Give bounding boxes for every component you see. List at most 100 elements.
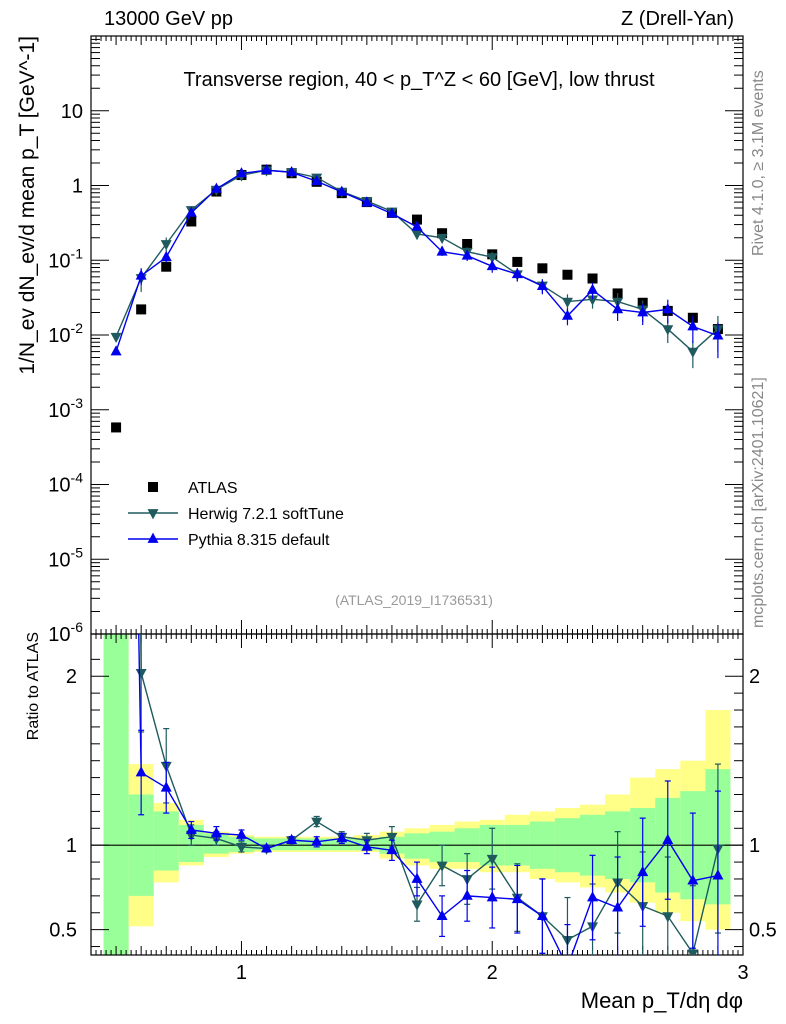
data-point — [587, 283, 599, 294]
ratio-point — [160, 781, 172, 792]
data-point — [210, 182, 222, 193]
data-point — [461, 249, 473, 260]
ratio-series — [135, 634, 724, 955]
data-point — [587, 295, 599, 306]
data-point — [186, 216, 197, 227]
stat-uncertainty-band — [404, 833, 430, 859]
ratio-point — [386, 832, 398, 844]
ratio-point — [235, 828, 247, 839]
data-point — [336, 185, 348, 196]
main-y-axis-title: 1/N_ev dN_ev/d mean p_T [GeV^-1] — [16, 36, 39, 375]
ratio-point — [536, 909, 548, 920]
y-tick-label: 2 — [749, 666, 760, 688]
data-point — [412, 214, 422, 225]
series-herwig-7-2-1-softtune — [110, 166, 724, 369]
ratio-point — [461, 889, 473, 900]
ratio-point — [411, 900, 423, 911]
stat-uncertainty-band — [153, 811, 179, 871]
x-tick-label: 1 — [236, 962, 247, 984]
data-point — [160, 240, 172, 251]
data-point — [286, 166, 298, 177]
x-tick-label: 3 — [737, 962, 748, 984]
y-tick-label: 10-2 — [48, 320, 83, 347]
data-point — [411, 230, 423, 241]
ratio-point — [411, 872, 423, 883]
stat-uncertainty-band — [103, 634, 129, 955]
data-point — [185, 206, 197, 217]
data-point — [136, 304, 147, 315]
ratio-point — [662, 912, 674, 923]
ratio-point — [637, 865, 649, 877]
series-atlas — [111, 164, 723, 433]
ratio-point — [511, 892, 523, 904]
legend-entry: Pythia 8.315 default — [128, 532, 330, 549]
data-point — [562, 269, 573, 280]
data-point — [662, 325, 674, 336]
data-point — [512, 256, 523, 267]
y-tick-label: 2 — [66, 666, 77, 688]
series-pythia-8-315-default — [110, 163, 724, 359]
data-point — [437, 228, 448, 239]
data-point — [411, 220, 423, 231]
data-point — [637, 306, 649, 317]
ratio-point — [135, 669, 147, 680]
data-point — [561, 297, 573, 308]
y-tick-label: 10-5 — [48, 544, 83, 571]
data-point — [486, 259, 498, 271]
process-label: Z (Drell-Yan) — [621, 8, 734, 30]
ratio-point — [386, 843, 398, 855]
ratio-point — [261, 842, 273, 853]
data-point — [235, 167, 247, 178]
legend-marker — [147, 509, 159, 520]
data-point — [537, 263, 548, 274]
data-point — [111, 422, 122, 433]
x-tick-label: 2 — [487, 962, 498, 984]
data-point — [511, 267, 523, 279]
legend: ATLAS Herwig 7.2.1 softTune Pythia 8.315 d… — [128, 480, 344, 549]
y-tick-label: 10-3 — [48, 395, 83, 422]
ratio-point — [235, 843, 247, 854]
y-tick-label: 1 — [749, 835, 760, 857]
y-tick-label: 0.5 — [749, 920, 777, 942]
data-point — [687, 347, 699, 358]
ratio-point — [336, 832, 348, 843]
series-line — [115, 169, 719, 353]
data-point — [436, 245, 448, 256]
data-point — [561, 309, 573, 320]
ratio-point — [135, 766, 147, 777]
y-tick-label: 10-1 — [48, 245, 83, 272]
data-point — [712, 329, 724, 340]
ratio-point — [687, 874, 699, 885]
stat-uncertainty-band — [329, 838, 355, 851]
ratio-point — [286, 833, 298, 844]
ratio-point — [210, 827, 222, 838]
ratio-point — [687, 949, 699, 955]
y-tick-label: 10-6 — [48, 619, 83, 646]
plot-title: Transverse region, 40 < p_T^Z < 60 [GeV]… — [183, 69, 655, 91]
data-point — [135, 269, 147, 280]
data-point — [436, 233, 448, 245]
analysis-watermark: (ATLAS_2019_I1736531) — [335, 592, 493, 608]
legend-label: Pythia 8.315 default — [188, 532, 330, 549]
legend-marker — [148, 482, 158, 492]
ratio-point — [436, 861, 448, 872]
ratio-point — [486, 854, 498, 866]
ratio-point — [311, 817, 323, 828]
ratio-point — [712, 869, 724, 880]
ratio-point — [436, 909, 448, 920]
y-tick-label: 1 — [66, 835, 77, 857]
data-point — [110, 332, 122, 343]
y-tick-label: 0.5 — [49, 920, 77, 942]
ratio-point — [486, 891, 498, 902]
y-tick-label: 1 — [72, 176, 83, 198]
legend-entry: ATLAS — [148, 480, 238, 497]
data-point — [612, 303, 624, 314]
legend-marker — [147, 532, 159, 543]
data-point — [486, 253, 498, 264]
ratio-point — [587, 891, 599, 902]
data-point — [110, 345, 122, 356]
main-series — [110, 163, 724, 433]
data-point — [161, 261, 172, 272]
